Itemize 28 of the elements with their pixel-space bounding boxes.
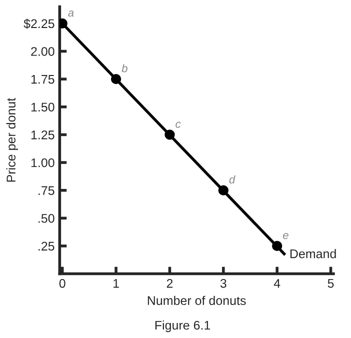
y-tick-label: 1.25 [31, 130, 54, 140]
y-axis-title: Price per donut [6, 98, 18, 182]
caption: Figure 6.1 [155, 320, 210, 332]
annotation: a [68, 10, 74, 17]
y-tick-label: .50 [38, 214, 54, 223]
point [164, 130, 175, 140]
point [110, 74, 122, 84]
x-tick-label: 4 [274, 279, 280, 288]
series-label: Demand [290, 249, 336, 258]
annotation: c [176, 122, 181, 128]
x-tick-label: 5 [328, 279, 334, 288]
y-tick-label: 1.75 [31, 75, 54, 84]
x-tick-label: 2 [166, 278, 173, 288]
y-tick-label: .25 [38, 242, 54, 251]
y-tick-label: .75 [38, 186, 54, 195]
y-tick-label: 1.00 [31, 158, 54, 168]
annotation: e [283, 233, 288, 240]
point [272, 240, 282, 252]
x-tick-label: 1 [114, 279, 119, 288]
x-tick-label: 3 [220, 278, 226, 288]
annotation: b [122, 64, 128, 72]
x-axis-title: Number of donuts [148, 296, 246, 306]
annotation: d [229, 175, 236, 184]
point [218, 185, 228, 196]
y-tick-label: 2.00 [31, 47, 54, 56]
x-tick-label: 0 [59, 278, 66, 288]
y-tick-label: $2.25 [24, 18, 54, 29]
y-tick-label: 1.50 [31, 102, 54, 112]
